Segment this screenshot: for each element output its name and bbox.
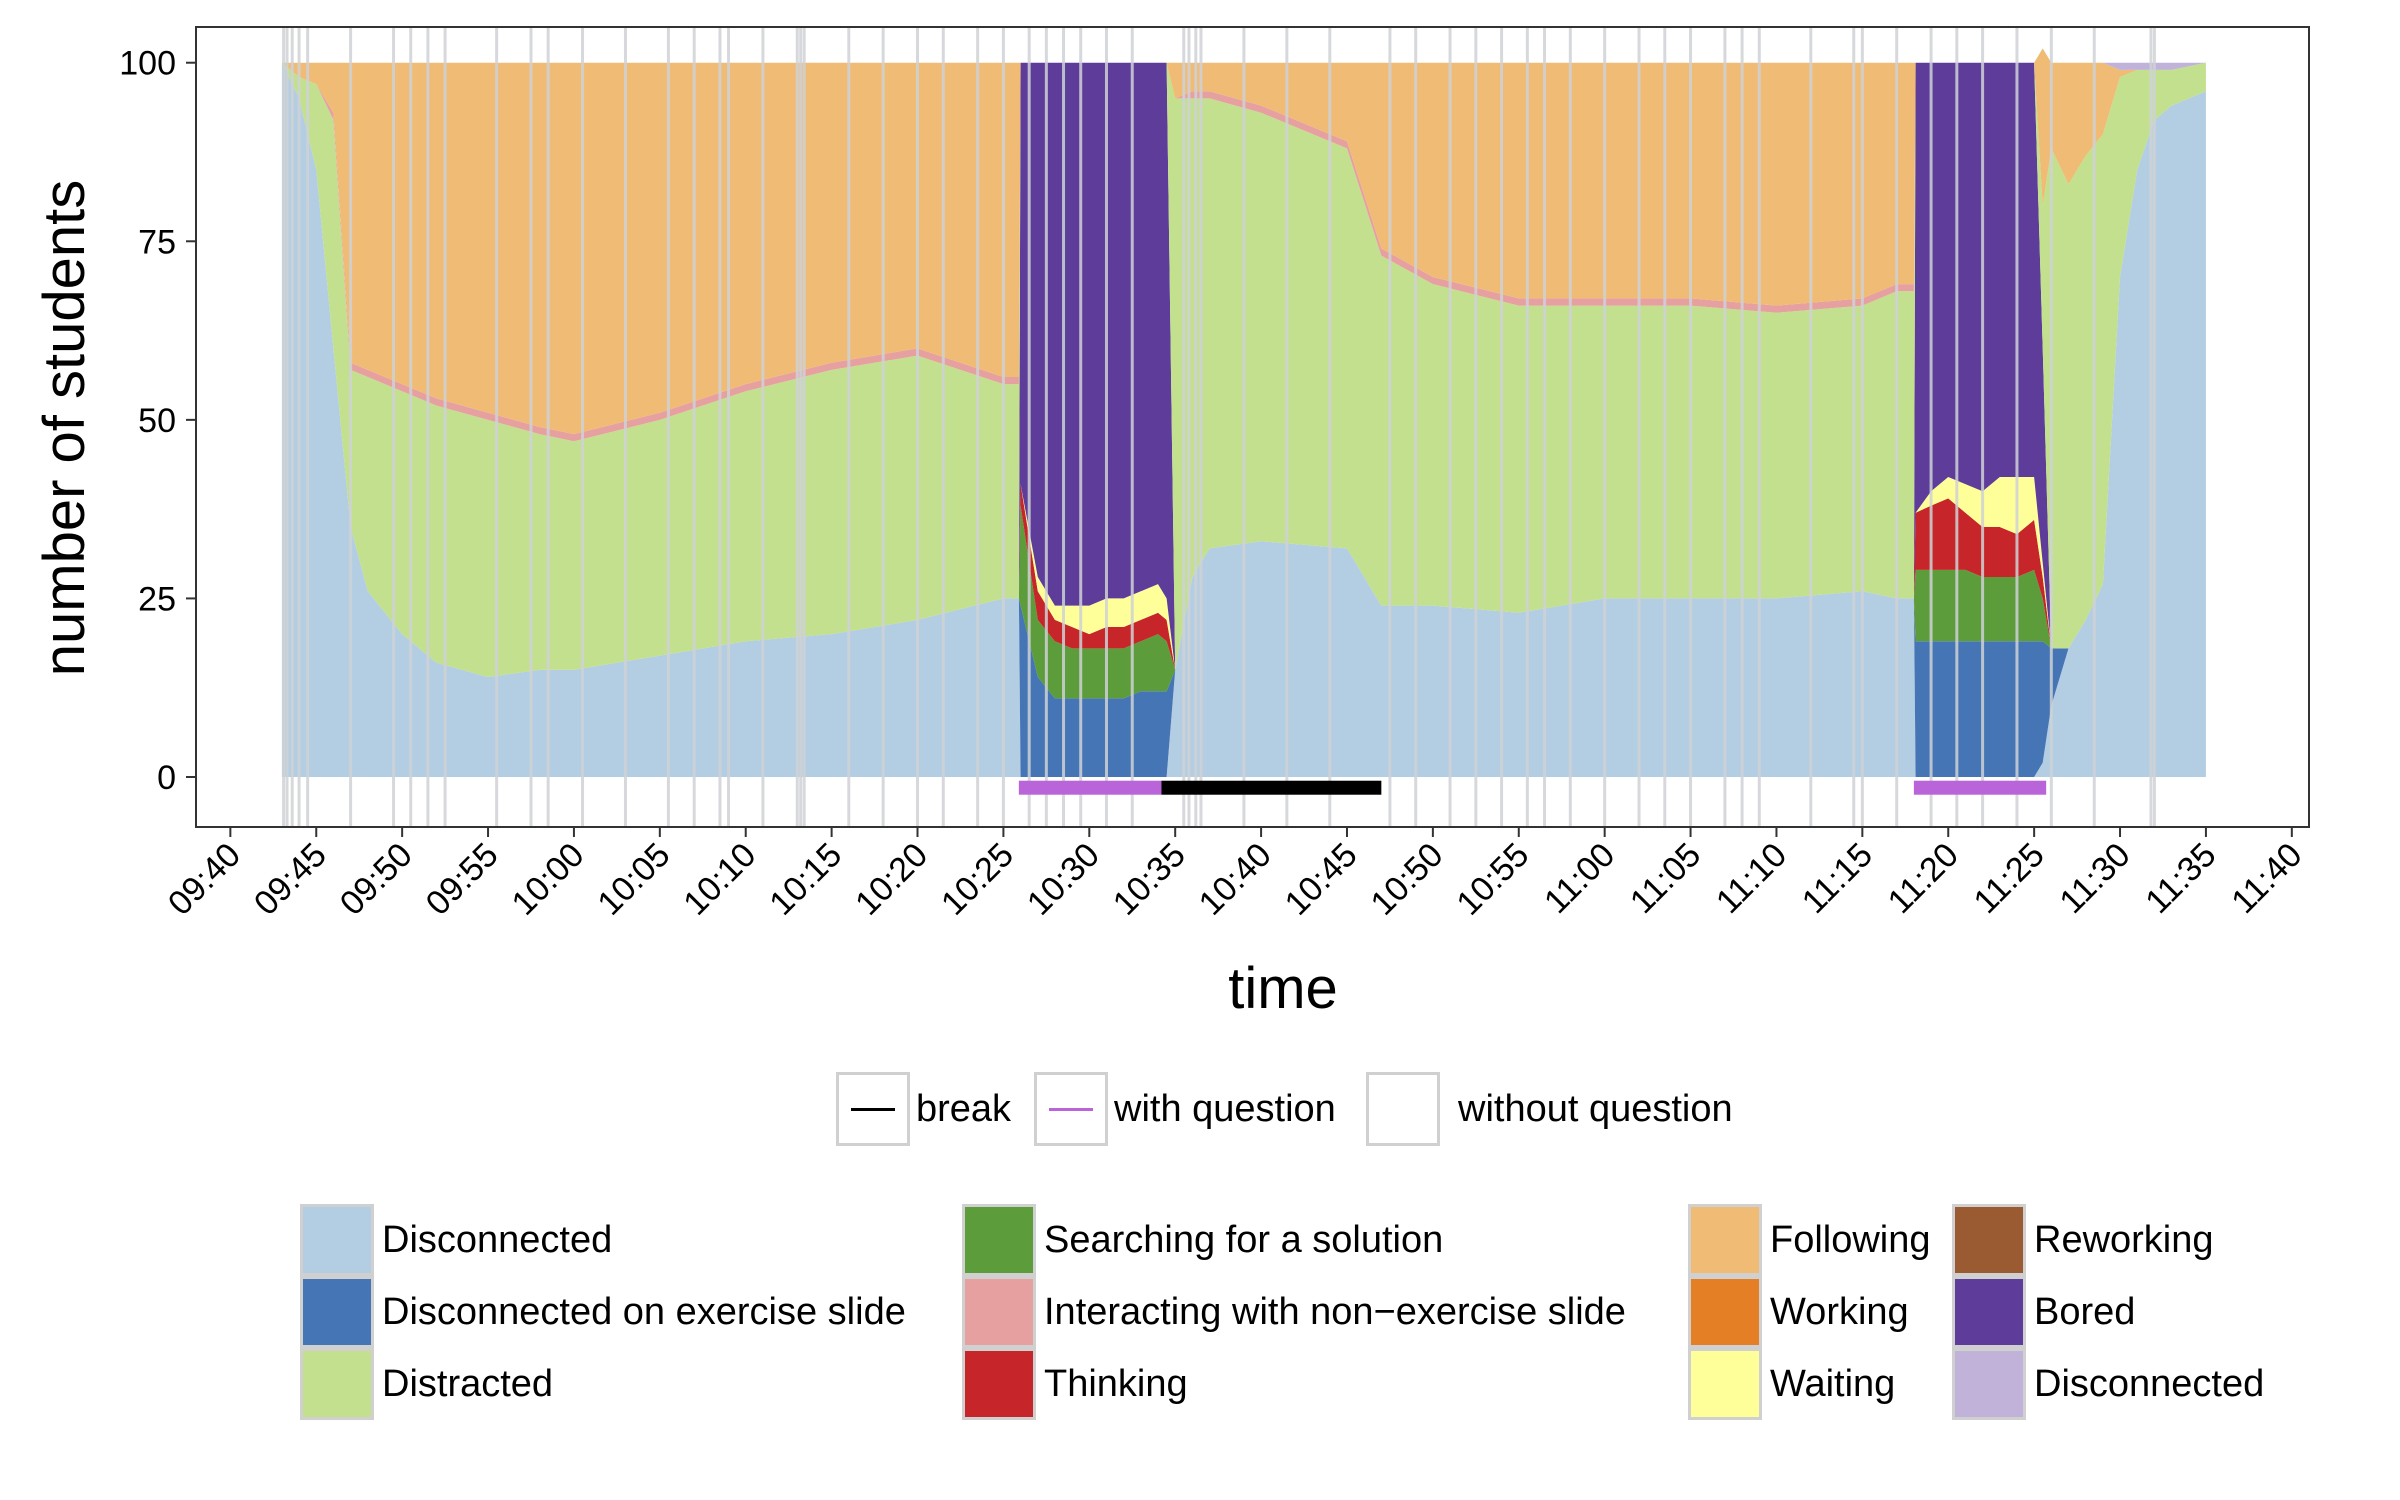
x-tick-label: 11:05 [1623,836,1708,921]
legend-key-bored [1952,1276,2026,1348]
x-tick-label: 10:30 [1020,836,1107,923]
legend-label-following: Following [1770,1218,1931,1261]
legend-item-distracted: Distracted [300,1348,553,1420]
legend-item-interacting-with-non-exercise-slide: Interacting with non−exercise slide [962,1276,1626,1348]
legend-label-distracted: Distracted [382,1362,554,1405]
plot-panel-border [195,26,2310,828]
y-axis: 0 25 50 75 100 [119,45,196,797]
x-tick-label: 10:05 [590,836,677,923]
y-tick-label: 75 [138,223,176,261]
x-tick-label: 10:50 [1363,836,1450,923]
legend-item-disconnected: Disconnected [300,1204,612,1276]
slide-change-lines [282,27,2156,827]
x-tick-label: 11:15 [1795,836,1880,921]
x-tick-label: 09:50 [333,836,420,923]
legend-label-without-question: without question [1458,1087,1733,1130]
legend-key-disconnected-2 [1952,1348,2026,1420]
legend-item-following: Following [1688,1204,1931,1276]
area-disconnected-on-exercise-slide [281,62,2206,777]
x-tick-label: 10:20 [848,836,935,923]
x-tick-label: 11:40 [2224,836,2309,921]
legend-label-disconnected: Disconnected [382,1218,613,1261]
x-tick-label: 11:30 [2052,836,2137,921]
legend-item-searching-for-a-solution: Searching for a solution [962,1204,1443,1276]
x-tick-label: 11:10 [1709,836,1794,921]
legend-label-disconnected-on-exercise-slide: Disconnected on exercise slide [382,1290,906,1333]
x-tick-label: 09:40 [161,836,248,923]
x-tick-label: 11:35 [2138,836,2223,921]
legend-item-thinking: Thinking [962,1348,1188,1420]
x-tick-label: 10:00 [505,836,592,923]
x-tick-label: 11:20 [1881,836,1966,921]
x-tick-label: 10:45 [1278,836,1365,923]
period-bar-with-question [1913,780,2047,795]
y-tick-label: 50 [138,402,176,440]
legend-label-waiting: Waiting [1770,1362,1896,1405]
legend-item-reworking: Reworking [1952,1204,2214,1276]
legend-key-disconnected [300,1204,374,1276]
x-tick-label: 10:10 [676,836,763,923]
x-tick-label: 10:25 [934,836,1021,923]
legend-label-searching-for-a-solution: Searching for a solution [1044,1218,1444,1261]
x-axis: 09:4009:4509:5009:5510:0010:0510:1010:15… [161,827,2309,923]
x-tick-label: 10:40 [1192,836,1279,923]
y-tick-label: 0 [157,759,176,797]
legend-key-without-question [1366,1072,1440,1146]
legend-label-working: Working [1770,1290,1909,1333]
legend-item-bored: Bored [1952,1276,2135,1348]
x-tick-label: 09:55 [419,836,506,923]
legend-key-working [1688,1276,1762,1348]
legend-item-without-question: without question [1366,1072,1733,1146]
area-bored [281,62,2206,677]
legend-key-waiting [1688,1348,1762,1420]
y-axis-title: number of students [32,180,97,677]
legend-key-searching-for-a-solution [962,1204,1036,1276]
legend-label-thinking: Thinking [1044,1362,1188,1405]
legend-label-break: break [916,1087,1012,1130]
legend-key-interacting-with-non-exercise-slide [962,1276,1036,1348]
legend-key-with-question [1034,1072,1108,1146]
legend-item-waiting: Waiting [1688,1348,1895,1420]
period-bars [1018,780,2047,795]
period-bar-break [1161,780,1382,795]
legend-key-reworking [1952,1204,2026,1276]
legend-key-thinking [962,1348,1036,1420]
period-legend: break with question without question [836,1072,1756,1152]
x-tick-label: 10:15 [762,836,849,923]
legend-item-disconnected-on-exercise-slide: Disconnected on exercise slide [300,1276,906,1348]
legend-item-disconnected-2: Disconnected [1952,1348,2264,1420]
x-tick-label: 10:55 [1449,836,1536,923]
x-tick-label: 09:45 [247,836,334,923]
state-legend: Disconnected Disconnected on exercise sl… [300,1204,2300,1434]
legend-label-reworking: Reworking [2034,1218,2214,1261]
legend-key-distracted [300,1348,374,1420]
x-tick-label: 11:00 [1537,836,1622,921]
legend-label-interacting-with-non-exercise-slide: Interacting with non−exercise slide [1044,1290,1626,1333]
legend-label-with-question: with question [1114,1087,1336,1130]
legend-key-break [836,1072,910,1146]
area-searching-for-a-solution [281,62,2206,699]
legend-item-break: break [836,1072,1011,1146]
x-axis-title: time [1228,956,1338,1021]
x-tick-label: 11:25 [1967,836,2052,921]
legend-label-bored: Bored [2034,1290,2136,1333]
x-tick-label: 10:35 [1106,836,1193,923]
legend-key-following [1688,1204,1762,1276]
legend-key-disconnected-on-exercise-slide [300,1276,374,1348]
legend-label-disconnected-2: Disconnected [2034,1362,2265,1405]
legend-item-working: Working [1688,1276,1909,1348]
legend-item-with-question: with question [1034,1072,1336,1146]
period-bar-with-question [1018,780,1162,795]
y-tick-label: 100 [119,45,176,83]
y-tick-label: 25 [138,580,176,618]
